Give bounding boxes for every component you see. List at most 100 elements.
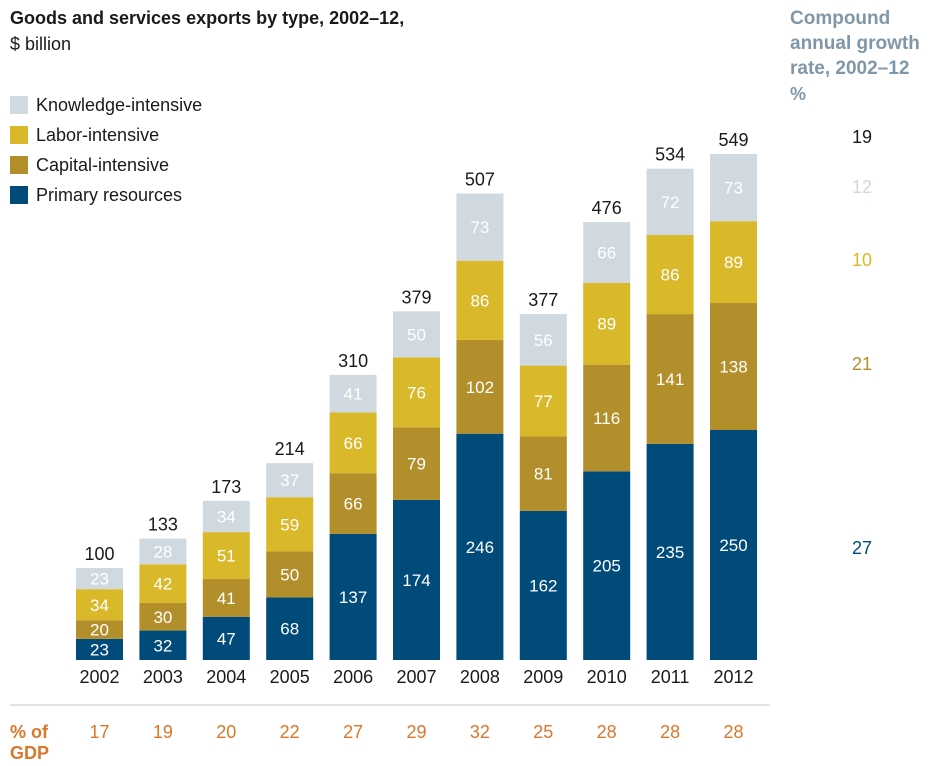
bar-labor [393,357,440,428]
bar-primary [266,597,314,660]
bar-knowledge [76,568,123,590]
cagr-primary: 27 [852,538,872,558]
bar-labor [519,365,567,437]
data-label-capital: 30 [153,608,172,627]
legend-label: Labor-intensive [36,124,160,145]
data-label-capital: 116 [593,409,620,428]
bar-labor [329,412,377,474]
bar-capital [76,620,123,639]
x-tick-label: 2004 [206,667,246,687]
total-label: 100 [84,544,114,564]
data-label-capital: 66 [344,495,363,514]
legend-item-labor: Labor-intensive [10,120,202,150]
total-label: 379 [401,287,431,307]
x-tick-label: 2005 [270,667,310,687]
bar-knowledge [202,500,250,533]
data-label-primary: 32 [153,636,172,655]
data-label-capital: 41 [217,589,236,608]
bar-labor [646,234,694,315]
data-label-knowledge: 73 [470,218,489,237]
data-label-primary: 47 [217,629,236,648]
data-label-knowledge: 50 [407,325,426,344]
x-tick-label: 2012 [713,667,753,687]
data-label-labor: 77 [534,392,553,411]
gdp-share-value: 32 [470,722,490,742]
data-label-capital: 81 [534,465,553,484]
bar-capital [646,314,694,444]
data-label-primary: 246 [466,538,494,557]
bar-capital [710,303,757,430]
total-label: 377 [528,290,558,310]
bar-labor [76,589,123,621]
data-label-labor: 86 [661,266,680,285]
bar-primary [456,433,504,660]
cagr-total: 19 [852,127,872,147]
total-label: 507 [465,170,495,190]
bar-knowledge [393,311,440,358]
bar-knowledge [583,222,631,283]
legend-swatch-capital [10,156,28,174]
gdp-share-value: 28 [723,722,743,742]
chart-subtitle: $ billion [10,34,72,54]
gdp-share-value: 28 [597,722,617,742]
data-label-primary: 205 [593,557,621,576]
cagr-capital: 21 [852,354,872,374]
bar-capital [583,364,631,472]
bar-labor [583,282,631,365]
bar-labor [139,564,187,603]
total-label: 534 [655,145,685,165]
data-label-primary: 137 [339,588,367,607]
legend-swatch-labor [10,126,28,144]
bar-capital [139,602,187,631]
bar-primary [393,499,440,660]
gdp-share-value: 19 [153,722,173,742]
data-label-primary: 68 [280,620,299,639]
legend-item-primary: Primary resources [10,180,202,210]
x-tick-label: 2010 [587,667,627,687]
gdp-share-value: 27 [343,722,363,742]
data-label-knowledge: 37 [280,471,299,490]
bar-labor [456,260,504,340]
total-label: 133 [148,515,178,535]
bar-labor [710,221,757,304]
gdp-share-value: 20 [216,722,236,742]
data-label-knowledge: 41 [344,385,363,404]
legend-label: Capital-intensive [36,154,170,175]
bar-capital [266,551,314,598]
x-tick-label: 2007 [396,667,436,687]
total-label: 549 [718,130,748,150]
bar-primary [710,430,757,660]
legend-label: Knowledge-intensive [36,94,203,115]
data-label-knowledge: 28 [153,542,172,561]
cagr-unit: % [790,84,807,104]
x-tick-label: 2009 [523,667,563,687]
x-tick-label: 2011 [651,667,690,687]
data-label-labor: 34 [90,596,109,615]
data-label-labor: 42 [153,575,172,594]
data-label-labor: 66 [344,434,363,453]
x-tick-label: 2008 [460,667,500,687]
cagr-knowledge: 12 [852,177,872,197]
data-label-capital: 141 [656,370,684,389]
bar-labor [266,497,314,552]
bar-primary [202,616,250,660]
bar-knowledge [139,538,187,565]
x-tick-label: 2006 [333,667,373,687]
cagr-heading: Compound annual growth rate, 2002–12 [790,8,920,79]
gdp-row-label: % of GDP [10,722,50,763]
total-label: 310 [338,351,368,371]
bar-primary [139,630,187,660]
data-label-labor: 59 [280,515,299,534]
bar-primary [329,533,377,660]
bar-primary [76,638,123,660]
gdp-share-value: 17 [89,722,109,742]
chart-title: Goods and services exports by type, 2002… [10,8,405,28]
data-label-primary: 162 [529,576,557,595]
legend-item-knowledge: Knowledge-intensive [10,90,202,120]
data-label-capital: 138 [719,358,747,377]
data-label-knowledge: 73 [724,179,743,198]
bar-capital [202,579,250,617]
bar-capital [519,436,567,511]
legend-label: Primary resources [36,184,183,205]
bar-knowledge [329,374,377,413]
